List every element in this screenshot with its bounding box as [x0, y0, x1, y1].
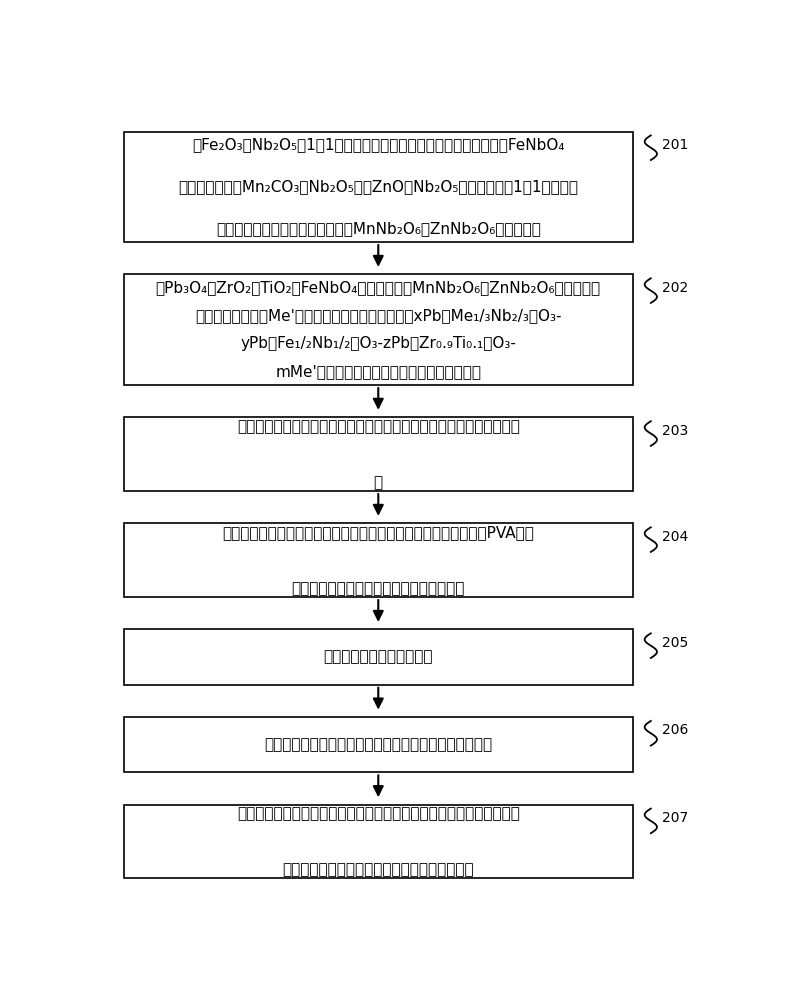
Bar: [124, 132, 633, 242]
Text: 结剂进行研磨造粒，陈化并过筛，得到粉料: 结剂进行研磨造粒，陈化并过筛，得到粉料: [291, 581, 465, 596]
Text: 205: 205: [662, 636, 689, 650]
Text: 合球磨，干燥后屆烧并研磨，制成MnNb₂O₆或ZnNb₂O₆前驱体粉料: 合球磨，干燥后屆烧并研磨，制成MnNb₂O₆或ZnNb₂O₆前驱体粉料: [216, 221, 541, 236]
Text: 将所述浆料烘干、过筛后进行预烧，并将所述预烧得到的块体再充分研: 将所述浆料烘干、过筛后进行预烧，并将所述预烧得到的块体再充分研: [237, 419, 520, 434]
Text: 磨: 磨: [374, 475, 383, 490]
Bar: [124, 717, 633, 772]
Text: 201: 201: [662, 138, 689, 152]
Text: 206: 206: [662, 723, 689, 737]
Text: 对所述陶瓷体进行打磨、抛光、被銀电极后，放入油浴中升温，施加电: 对所述陶瓷体进行打磨、抛光、被銀电极后，放入油浴中升温，施加电: [237, 806, 520, 821]
Text: 将Fe₂O₃和Nb₂O₅按1：1摩尔比混合球磨，干燥后屆烧并研磨，制成FeNbO₄: 将Fe₂O₃和Nb₂O₅按1：1摩尔比混合球磨，干燥后屆烧并研磨，制成FeNbO…: [192, 137, 565, 152]
Bar: [124, 523, 633, 597]
Text: 将研磨后得到的浆料烘干得到粉体，在所述粉体中加入聚乙烯醇（PVA）粘: 将研磨后得到的浆料烘干得到粉体，在所述粉体中加入聚乙烯醇（PVA）粘: [223, 525, 535, 540]
Text: 将所述粉料压制成陶瓷坏体: 将所述粉料压制成陶瓷坏体: [323, 650, 433, 665]
Text: 以及改性金属元素Me'的氧化物或盐，按照化学通式xPb（Me₁/₃Nb₂/₃）O₃-: 以及改性金属元素Me'的氧化物或盐，按照化学通式xPb（Me₁/₃Nb₂/₃）O…: [195, 308, 562, 323]
Bar: [124, 805, 633, 878]
Text: 将所述陶瓷坏体排胶后，置于密闭奠埙中，烧结成陶瓷体: 将所述陶瓷坏体排胶后，置于密闭奠埙中，烧结成陶瓷体: [265, 737, 493, 752]
Bar: [124, 417, 633, 491]
Text: 204: 204: [662, 530, 689, 544]
Text: mMe'的摩尔比称量，然后混合球磨，得到浆料: mMe'的摩尔比称量，然后混合球磨，得到浆料: [276, 364, 482, 379]
Text: 203: 203: [662, 424, 689, 438]
Text: 将Pb₃O₄、ZrO₂、TiO₂、FeNbO₄前驱体粉料、MnNb₂O₆或ZnNb₂O₆前驱体粉料: 将Pb₃O₄、ZrO₂、TiO₂、FeNbO₄前驱体粉料、MnNb₂O₆或ZnN…: [156, 280, 601, 295]
Text: yPb（Fe₁/₂Nb₁/₂）O₃-zPb（Zr₀.₉Ti₀.₁）O₃-: yPb（Fe₁/₂Nb₁/₂）O₃-zPb（Zr₀.₉Ti₀.₁）O₃-: [240, 336, 516, 351]
Bar: [124, 274, 633, 385]
Text: 压进行极化，降温后即得到所述热释电陶瓷材料: 压进行极化，降温后即得到所述热释电陶瓷材料: [283, 862, 474, 877]
Bar: [124, 629, 633, 685]
Text: 207: 207: [662, 811, 689, 825]
Text: 前驱体粉料；将Mn₂CO₃和Nb₂O₅或者ZnO和Nb₂O₅的其中一组按1：1摩尔比混: 前驱体粉料；将Mn₂CO₃和Nb₂O₅或者ZnO和Nb₂O₅的其中一组按1：1摩…: [178, 179, 578, 194]
Text: 202: 202: [662, 281, 689, 295]
